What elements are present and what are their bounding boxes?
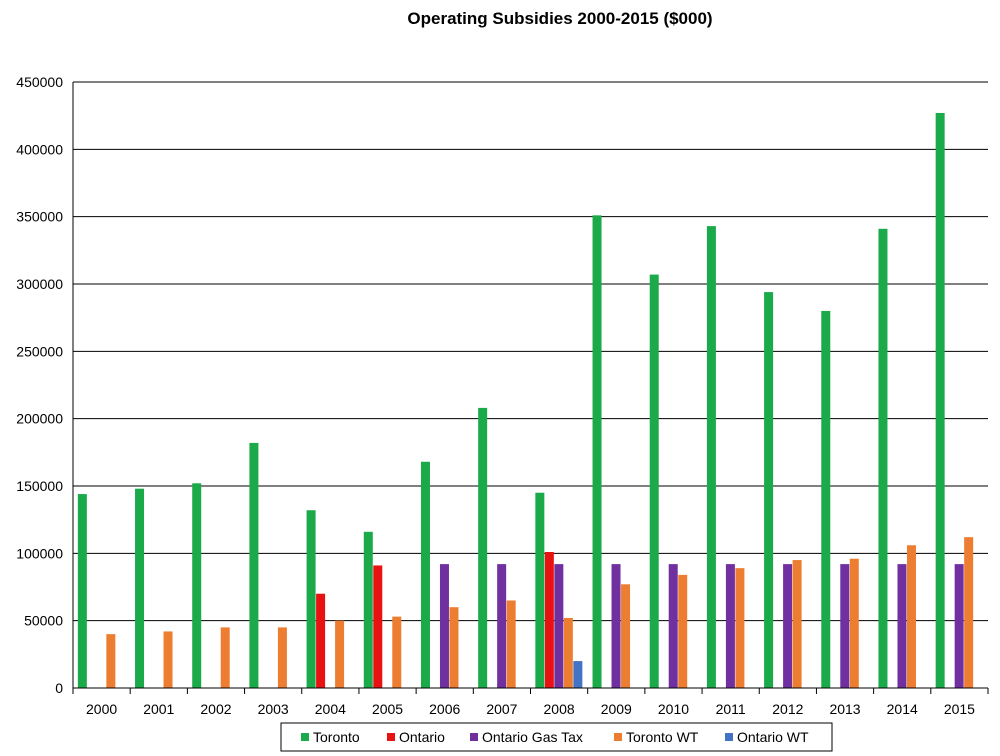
bar-ontario-gas-tax-2011	[725, 564, 735, 688]
bar-toronto-2003	[249, 442, 259, 688]
y-tick-label: 250000	[16, 343, 63, 359]
bar-toronto-2004	[306, 510, 316, 688]
bar-ontario-gas-tax-2008	[554, 564, 564, 688]
bar-ontario-gas-tax-2015	[954, 564, 964, 688]
bars	[77, 112, 974, 689]
x-tick-label: 2006	[429, 701, 460, 717]
bar-toronto-2008	[535, 492, 545, 688]
y-tick-labels: 0 50000 100000 150000 200000 250000 300000 3500…	[16, 74, 63, 696]
y-tick-label: 450000	[16, 74, 63, 90]
bar-toronto-wt-2006	[449, 607, 459, 688]
bar-ontario-wt-2008	[573, 661, 583, 688]
x-tick-label: 2014	[887, 701, 918, 717]
x-tick-label: 2000	[86, 701, 117, 717]
bar-toronto-wt-2012	[792, 560, 802, 688]
bar-toronto-2014	[878, 228, 888, 688]
x-tick-label: 2003	[258, 701, 289, 717]
x-tick-label: 2015	[944, 701, 975, 717]
bar-toronto-2015	[935, 112, 945, 689]
bar-ontario-gas-tax-2006	[439, 564, 449, 688]
bar-toronto-wt-2015	[964, 537, 974, 688]
legend-label: Ontario Gas Tax	[482, 729, 583, 745]
bar-ontario-gas-tax-2009	[611, 564, 621, 688]
x-tick-labels: 2000 2001 2002 2003 2004 2005 2006 2007 2008 2009…	[86, 701, 975, 717]
bar-toronto-wt-2001	[163, 631, 173, 688]
bar-toronto-2005	[363, 531, 373, 688]
legend-box	[280, 722, 833, 752]
bar-toronto-wt-2004	[335, 620, 345, 688]
legend-label: Ontario WT	[737, 729, 809, 745]
bar-toronto-wt-2013	[849, 558, 859, 688]
bar-toronto-2011	[706, 226, 716, 689]
y-tick-label: 50000	[24, 613, 63, 629]
bar-toronto-wt-2009	[621, 584, 631, 688]
legend-swatch-ontario	[387, 733, 395, 741]
legend-label: Toronto	[313, 729, 360, 745]
y-tick-label: 100000	[16, 545, 63, 561]
y-tick-label: 400000	[16, 141, 63, 157]
chart-title: Operating Subsidies 2000-2015 ($000)	[407, 9, 712, 28]
x-tick-label: 2002	[200, 701, 231, 717]
x-tick-label: 2010	[658, 701, 689, 717]
bar-ontario-gas-tax-2012	[783, 564, 793, 688]
x-tick-label: 2013	[829, 701, 860, 717]
bar-toronto-wt-2011	[735, 568, 745, 688]
legend-swatch-ontario-wt	[725, 733, 733, 741]
bar-toronto-wt-2005	[392, 616, 402, 688]
x-tick-label: 2007	[486, 701, 517, 717]
y-tick-label: 0	[55, 680, 63, 696]
bar-ontario-gas-tax-2010	[668, 564, 678, 688]
x-tick-label: 2009	[601, 701, 632, 717]
x-tick-label: 2012	[772, 701, 803, 717]
x-tick-label: 2008	[544, 701, 575, 717]
bar-toronto-2012	[764, 292, 774, 688]
bar-toronto-2009	[592, 215, 602, 688]
bar-toronto-wt-2000	[106, 634, 116, 688]
legend-label: Ontario	[399, 729, 445, 745]
bar-ontario-2004	[316, 593, 326, 688]
bar-toronto-2002	[192, 483, 202, 688]
bar-toronto-2001	[135, 488, 145, 688]
bar-ontario-gas-tax-2007	[497, 564, 507, 688]
x-tick-label: 2001	[143, 701, 174, 717]
bar-ontario-2005	[373, 565, 383, 688]
y-tick-label: 200000	[16, 411, 63, 427]
x-tick-label: 2005	[372, 701, 403, 717]
x-tick-label: 2011	[716, 701, 746, 717]
y-tick-label: 150000	[16, 478, 63, 494]
bar-toronto-wt-2008	[563, 617, 573, 688]
bar-toronto-2006	[420, 461, 430, 688]
bar-ontario-2008	[544, 551, 554, 688]
bar-toronto-2010	[649, 274, 659, 688]
bar-toronto-wt-2002	[220, 627, 230, 688]
bar-toronto-wt-2010	[678, 574, 688, 688]
legend-swatch-toronto-wt	[614, 733, 622, 741]
legend-swatch-toronto	[301, 733, 309, 741]
x-tick-label: 2004	[315, 701, 346, 717]
y-tick-label: 300000	[16, 276, 63, 292]
bar-toronto-wt-2007	[506, 600, 516, 688]
y-tick-label: 350000	[16, 209, 63, 225]
legend: Toronto Ontario Ontario Gas Tax Toronto WT O…	[280, 722, 833, 752]
bar-toronto-2007	[478, 407, 488, 688]
axes	[72, 82, 989, 694]
legend-label: Toronto WT	[626, 729, 699, 745]
gridlines	[73, 81, 988, 622]
bar-toronto-wt-2003	[277, 627, 287, 688]
bar-ontario-gas-tax-2013	[840, 564, 850, 688]
legend-swatch-ontario-gas-tax	[470, 733, 478, 741]
bar-toronto-wt-2014	[906, 545, 916, 688]
bar-toronto-2013	[821, 310, 831, 688]
bar-toronto-2000	[77, 494, 87, 688]
bar-ontario-gas-tax-2014	[897, 564, 907, 688]
